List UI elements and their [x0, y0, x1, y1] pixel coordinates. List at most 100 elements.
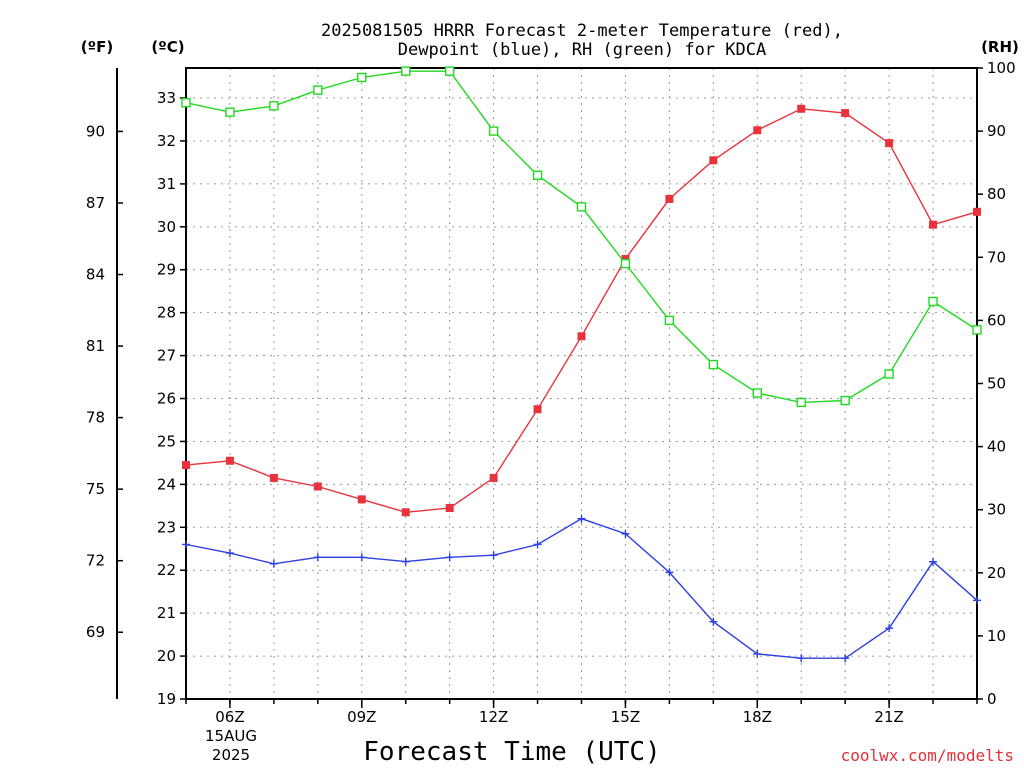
celsius-tick-label: 31 [157, 175, 176, 193]
series [181, 66, 982, 663]
temperature-point [577, 332, 586, 341]
rh-point [576, 202, 587, 212]
rh-point [928, 296, 938, 307]
temperature-series [182, 104, 981, 517]
rh-point [225, 107, 235, 117]
fahrenheit-unit-label: (ºF) [81, 38, 113, 56]
celsius-tick-label: 25 [157, 432, 176, 450]
celsius-tick-label: 24 [157, 475, 176, 493]
rh-point [444, 66, 455, 76]
temperature-point [225, 456, 234, 465]
celsius-tick-label: 33 [157, 89, 176, 107]
rh-point [357, 72, 367, 83]
rh-tick-label: 100 [987, 59, 1016, 77]
dewpoint-point [401, 557, 410, 566]
celsius-tick-label: 23 [157, 518, 176, 536]
fahrenheit-tick-label: 69 [86, 623, 105, 641]
rh-point [488, 126, 499, 136]
rh-point [752, 388, 762, 398]
dewpoint-point [489, 551, 498, 560]
tick-labels: 19 20 21 22 23 24 25 26 27 28 29 30 31 32 33 69 72 75 78 81… [86, 59, 1016, 726]
credit-text: coolwx.com/modelts [841, 746, 1014, 765]
dewpoint-point [885, 624, 894, 633]
celsius-tick-label: 19 [157, 690, 176, 708]
rh-tick-label: 80 [987, 185, 1006, 203]
grid [185, 68, 978, 700]
temperature-point [797, 104, 806, 113]
temperature-point [533, 405, 542, 414]
rh-tick-label: 70 [987, 248, 1006, 266]
x-tick-label: 09Z [347, 708, 376, 726]
dewpoint-point [709, 617, 718, 626]
rh-point [620, 258, 631, 269]
rh-point [532, 170, 543, 180]
fahrenheit-tick-label: 72 [86, 552, 105, 570]
x-tick-label: 15Z [611, 708, 640, 726]
dewpoint-point [313, 553, 322, 562]
fahrenheit-tick-label: 84 [86, 266, 105, 284]
celsius-tick-label: 30 [157, 218, 176, 236]
dewpoint-point [269, 559, 278, 568]
celsius-tick-label: 32 [157, 132, 176, 150]
temperature-point [929, 220, 938, 229]
dewpoint-point [577, 514, 586, 523]
chart-title-line1: 2025081505 HRRR Forecast 2-meter Tempera… [321, 21, 843, 41]
rh-point [181, 98, 191, 108]
rh-point [796, 397, 806, 408]
temperature-point [269, 473, 278, 482]
celsius-tick-label: 22 [157, 561, 176, 579]
temperature-point [401, 508, 410, 517]
dewpoint-point [533, 540, 542, 549]
dewpoint-point [621, 529, 630, 538]
rh-point [708, 359, 719, 370]
rh-tick-label: 20 [987, 564, 1006, 582]
celsius-tick-label: 27 [157, 347, 176, 365]
temperature-point [753, 126, 762, 135]
rh-series [181, 66, 982, 408]
temperature-line [185, 108, 978, 514]
rh-point [840, 395, 850, 406]
rh-point [269, 101, 279, 111]
rh-tick-label: 10 [987, 627, 1006, 645]
dewpoint-point [841, 654, 850, 663]
date-label-year: 2025 [212, 746, 250, 764]
rh-point [884, 369, 894, 379]
temperature-point [182, 461, 190, 470]
rh-tick-label: 0 [987, 690, 997, 708]
dewpoint-point [797, 654, 806, 663]
dewpoint-point [357, 553, 366, 562]
fahrenheit-tick-label: 75 [86, 480, 105, 498]
axes [116, 67, 978, 700]
x-axis-label: Forecast Time (UTC) [363, 737, 660, 767]
rh-point [401, 66, 411, 76]
celsius-tick-label: 29 [157, 261, 176, 279]
rh-tick-label: 30 [987, 501, 1006, 519]
temperature-point [885, 139, 894, 148]
fahrenheit-tick-label: 81 [86, 337, 105, 355]
dewpoint-point [753, 649, 762, 658]
temperature-point [357, 495, 366, 504]
rh-point [313, 85, 323, 95]
temperature-point [489, 473, 498, 482]
temperature-point [313, 482, 322, 491]
temperature-point [445, 503, 454, 512]
rh-point [664, 315, 675, 326]
temperature-point [841, 109, 850, 118]
date-label-day: 15AUG [205, 727, 257, 745]
dewpoint-point [225, 549, 234, 558]
rh-tick-label: 40 [987, 438, 1006, 456]
x-tick-label: 18Z [743, 708, 772, 726]
dewpoint-point [665, 568, 674, 577]
temperature-point [709, 156, 718, 165]
rh-tick-label: 50 [987, 375, 1006, 393]
x-tick-label: 12Z [479, 708, 508, 726]
celsius-tick-label: 28 [157, 304, 176, 322]
celsius-tick-label: 21 [157, 604, 176, 622]
dewpoint-point [929, 557, 938, 566]
dewpoint-series [182, 514, 981, 663]
rh-tick-label: 60 [987, 311, 1006, 329]
x-tick-label: 21Z [874, 708, 903, 726]
celsius-tick-label: 26 [157, 390, 176, 408]
celsius-unit-label: (ºC) [151, 38, 184, 56]
